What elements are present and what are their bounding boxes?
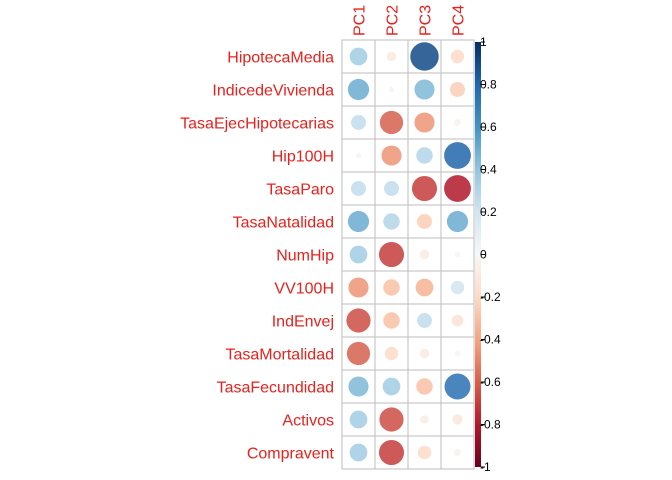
row-label: TasaEjecHipotecarias — [180, 116, 334, 133]
correlation-circle — [388, 86, 395, 93]
row-label: TasaNatalidad — [233, 215, 334, 232]
colorbar — [475, 42, 481, 467]
colorbar-tick-label: -0.2 — [480, 290, 501, 304]
colorbar-tick-label: 0.8 — [480, 78, 497, 92]
correlation-circle — [378, 241, 405, 268]
row-label: TasaMortalidad — [226, 347, 335, 364]
grid-cell — [374, 204, 409, 239]
correlation-circle — [446, 210, 469, 233]
correlation-circle — [452, 414, 463, 425]
colorbar-tick-label: -0.6 — [480, 375, 501, 389]
colorbar-tick-label: -1 — [480, 460, 491, 474]
correlation-circle — [348, 376, 369, 397]
row-label: HipotecaMedia — [227, 50, 334, 67]
row-label: TasaFecundidad — [217, 380, 334, 397]
correlation-circle — [383, 213, 400, 230]
grid-cell — [440, 72, 475, 107]
correlation-circle — [444, 373, 471, 400]
correlation-circle — [454, 119, 461, 126]
correlation-circle — [454, 449, 461, 456]
correlation-circle — [454, 350, 461, 357]
colorbar-tick-label: 0 — [480, 248, 487, 262]
correlation-circle — [444, 175, 471, 202]
row-label: NumHip — [276, 248, 334, 265]
correlation-circle — [444, 142, 471, 169]
correlation-circle — [416, 147, 433, 164]
correlation-circle — [349, 410, 368, 429]
row-label: IndEnvej — [272, 314, 334, 331]
correlation-circle — [379, 110, 404, 135]
correlation-circle — [381, 145, 402, 166]
correlation-circle — [355, 152, 362, 159]
row-labels: HipotecaMedia IndicedeVivienda TasaEjecHip… — [180, 50, 334, 463]
correlation-circle — [348, 277, 369, 298]
correlation-circle — [420, 415, 429, 424]
colorbar-tick-label: -0.8 — [480, 418, 501, 432]
column-labels: PC1 PC2 PC3 PC4 — [352, 5, 468, 36]
correlation-circle — [349, 245, 368, 264]
correlation-circle — [414, 112, 435, 133]
colorbar-tick-label: 0.6 — [480, 120, 497, 134]
row-label: Hip100H — [272, 149, 334, 166]
correlation-circle — [378, 439, 405, 466]
correlation-circle — [346, 341, 371, 366]
correlation-circle — [410, 42, 439, 71]
correlation-circle — [351, 115, 366, 130]
colorbar-tick-label: -0.4 — [480, 333, 501, 347]
correlation-circle — [386, 51, 397, 62]
colorbar-gradient — [475, 42, 481, 467]
correlation-circle — [415, 278, 434, 297]
column-label: PC1 — [352, 5, 369, 36]
correlation-circle — [351, 181, 366, 196]
correlation-circle — [451, 314, 464, 327]
colorbar-tick-label: 0.4 — [480, 163, 497, 177]
correlation-circle — [349, 443, 368, 462]
colorbar-ticks: 1 0.8 0.6 0.4 0.2 0 -0.2 -0.4 -0.6 -0.8 -1 — [480, 35, 501, 474]
correlation-circle — [383, 279, 400, 296]
correlation-circle — [347, 210, 370, 233]
correlation-circle — [349, 47, 368, 66]
correlation-circle — [384, 346, 399, 361]
correlation-circle — [419, 249, 430, 260]
correlation-circle — [416, 378, 433, 395]
correlation-circle — [450, 280, 465, 295]
colorbar-tick-label: 0.2 — [480, 205, 497, 219]
correlation-circle — [382, 377, 401, 396]
column-label: PC3 — [418, 5, 435, 36]
correlation-circle — [414, 79, 435, 100]
correlation-circle — [419, 348, 430, 359]
correlation-circles — [346, 42, 471, 466]
row-label: IndicedeVivienda — [212, 83, 334, 100]
row-label: Activos — [282, 413, 334, 430]
correlation-circle — [347, 78, 370, 101]
correlation-circle — [384, 181, 399, 196]
correlation-circle — [454, 251, 461, 258]
correlation-circle — [379, 407, 404, 432]
correlation-circle — [411, 175, 438, 202]
row-label: TasaParo — [266, 182, 334, 199]
correlation-circle — [417, 445, 432, 460]
correlation-circle — [417, 313, 432, 328]
correlation-circle — [383, 312, 400, 329]
row-label: VV100H — [274, 281, 334, 298]
colorbar-tick-label: 1 — [480, 35, 487, 49]
correlation-circle — [450, 82, 465, 97]
grid-cell — [374, 138, 409, 173]
correlation-circle — [450, 49, 465, 64]
column-label: PC2 — [385, 5, 402, 36]
correlation-circle — [346, 308, 371, 333]
row-label: Compravent — [247, 446, 335, 463]
correlation-circle — [417, 214, 432, 229]
column-label: PC4 — [451, 5, 468, 36]
